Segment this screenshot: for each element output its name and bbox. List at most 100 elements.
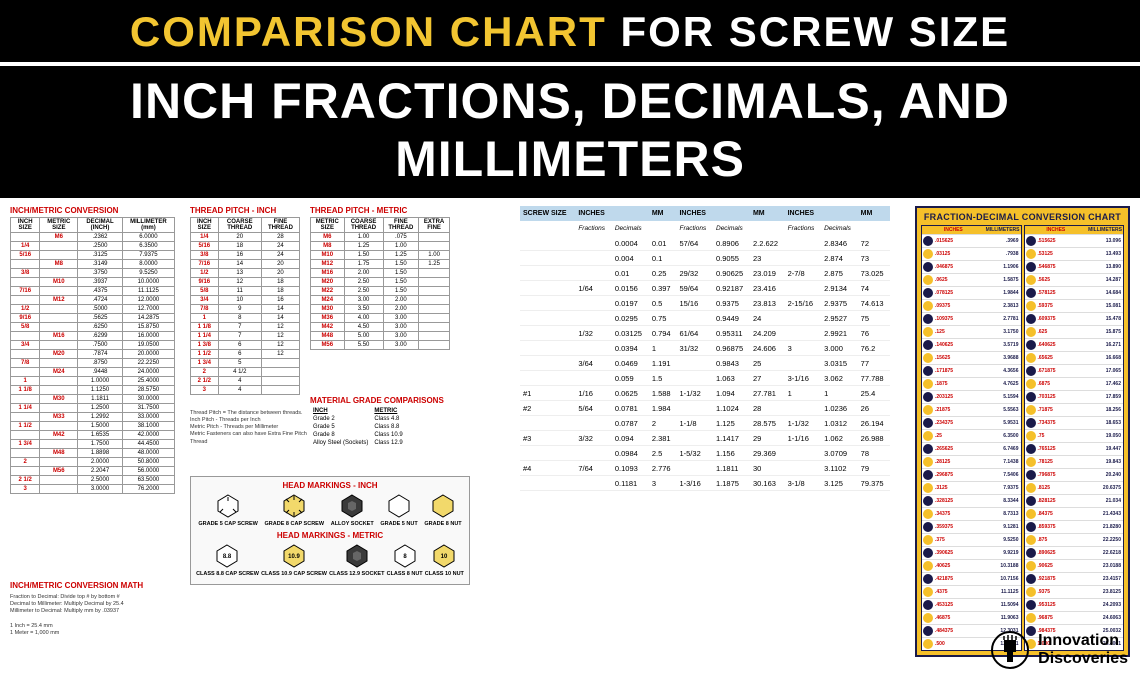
- conv-row: .87522.2250: [1025, 533, 1124, 546]
- conv-row: .4062510.3188: [922, 559, 1021, 572]
- conv-row: .937523.8125: [1025, 585, 1124, 598]
- pitch-note-text: Thread Pitch = The distance between thre…: [190, 410, 310, 446]
- fraction-icon: [1026, 535, 1036, 545]
- frac-dec-right-col: INCHESMILLIMETERS.51562513.096.5312513.4…: [1024, 225, 1125, 651]
- hm-inch-row: GRADE 5 CAP SCREWGRADE 8 CAP SCREWALLOY …: [195, 493, 465, 527]
- head-marking-item: CLASS 12.9 SOCKET: [329, 543, 384, 577]
- table-row: 5/81118: [191, 287, 300, 296]
- conv-row: .562514.287: [1025, 273, 1124, 286]
- table-row: M101.501.251.00: [311, 251, 450, 260]
- conv-row: .281257.1438: [922, 455, 1021, 468]
- table-row: 1 1/4712: [191, 332, 300, 341]
- fraction-icon: [923, 392, 933, 402]
- page-header: COMPARISON CHART FOR SCREW SIZE INCH FRA…: [0, 0, 1140, 198]
- table-row: M202.501.50: [311, 278, 450, 287]
- conv-row: .03125.7938: [922, 247, 1021, 260]
- table-row: 0.0591.51.063273-1/163.06277.788: [520, 371, 890, 386]
- table-row: M24.944824.0000: [11, 368, 175, 377]
- table-row: #11/160.06251.5881-1/321.09427.7811125.4: [520, 386, 890, 401]
- fraction-icon: [1026, 509, 1036, 519]
- fraction-icon: [1026, 561, 1036, 571]
- fraction-icon: [923, 600, 933, 610]
- title-line-1: COMPARISON CHART FOR SCREW SIZE: [0, 0, 1140, 62]
- table-row: 0.02950.750.9449242.952775: [520, 311, 890, 326]
- fraction-icon: [923, 340, 933, 350]
- conv-row: .7187518.256: [1025, 403, 1124, 416]
- table-row: M121.751.501.25: [311, 260, 450, 269]
- fraction-icon: [1026, 457, 1036, 467]
- conv-row: .437511.1125: [922, 585, 1021, 598]
- fraction-icon: [923, 496, 933, 506]
- table-row: M20.787420.0000: [11, 350, 175, 359]
- table-row: M16.629916.0000: [11, 332, 175, 341]
- inch-metric-title: INCH/METRIC CONVERSION: [10, 206, 175, 215]
- conv-row: .0781251.9844: [922, 286, 1021, 299]
- table-row: 0.118131-3/161.187530.1633-1/83.12579.37…: [520, 476, 890, 491]
- hex-icon: [339, 493, 365, 519]
- table-row: 1 1/8712: [191, 323, 300, 332]
- table-row: 1 1/2612: [191, 350, 300, 359]
- conv-row: .093752.3813: [922, 299, 1021, 312]
- fraction-icon: [923, 574, 933, 584]
- table-row: 3/81624: [191, 251, 300, 260]
- head-marking-item: GRADE 5 CAP SCREW: [198, 493, 258, 527]
- conv-row: .1718754.3656: [922, 364, 1021, 377]
- conv-row: .64062516.271: [1025, 338, 1124, 351]
- fraction-icon: [1026, 275, 1036, 285]
- title-white: FOR SCREW SIZE: [620, 8, 1010, 55]
- hm-inch-title: HEAD MARKINGS - INCH: [195, 481, 465, 490]
- conv-row: .218755.5563: [922, 403, 1021, 416]
- fraction-icon: [1026, 301, 1036, 311]
- thread-pitch-inch-table: INCH SIZECOARSE THREADFINE THREAD1/42028…: [190, 217, 300, 395]
- table-row: 3/4.750019.0500: [11, 341, 175, 350]
- head-marking-item: 10CLASS 10 NUT: [425, 543, 464, 577]
- head-marking-item: GRADE 5 NUT: [380, 493, 417, 527]
- head-marking-item: 8.8CLASS 8.8 CAP SCREW: [196, 543, 259, 577]
- table-row: M485.003.00: [311, 332, 450, 341]
- svg-text:10: 10: [441, 554, 448, 560]
- conv-row: .42187510.7156: [922, 572, 1021, 585]
- table-row: 24 1/2: [191, 368, 300, 377]
- logo-line1: Innovation: [1038, 632, 1128, 650]
- head-marking-item: 10.9CLASS 10.9 CAP SCREW: [261, 543, 327, 577]
- fraction-icon: [1026, 366, 1036, 376]
- conv-row: .2656256.7469: [922, 442, 1021, 455]
- fraction-icon: [1026, 574, 1036, 584]
- table-row: M81.251.00: [311, 242, 450, 251]
- fraction-icon: [1026, 613, 1036, 623]
- conv-row: .31257.9375: [922, 481, 1021, 494]
- fraction-icon: [1026, 496, 1036, 506]
- conv-row: .67187517.065: [1025, 364, 1124, 377]
- table-row: 3/8.37509.5250: [11, 269, 175, 278]
- conv-row: .3593759.1281: [922, 520, 1021, 533]
- table-row: 3/41016: [191, 296, 300, 305]
- conv-row: .015625.3969: [922, 234, 1021, 247]
- tp-metric-title: THREAD PITCH - METRIC: [310, 206, 450, 215]
- fraction-icon: [1026, 418, 1036, 428]
- conv-row: .70312517.859: [1025, 390, 1124, 403]
- table-row: 1/2.500012.7000: [11, 305, 175, 314]
- conv-row: .812520.6375: [1025, 481, 1124, 494]
- tp-inch-title: THREAD PITCH - INCH: [190, 206, 300, 215]
- table-row: 11.000025.4000: [11, 377, 175, 386]
- table-row: 0.09842.51-5/321.15629.3693.070978: [520, 446, 890, 461]
- head-marking-item: GRADE 8 NUT: [424, 493, 461, 527]
- conv-row: .9062523.0188: [1025, 559, 1124, 572]
- screw-size-table: SCREW SIZEINCHESMMINCHESMMINCHESMMFracti…: [520, 206, 890, 491]
- fraction-icon: [923, 522, 933, 532]
- conv-row: .156253.9688: [922, 351, 1021, 364]
- table-row: 1 3/41.750044.4500: [11, 440, 175, 449]
- table-row: Grade 2Class 4.8: [310, 415, 406, 423]
- table-row: #25/640.07811.9841.1024281.023626: [520, 401, 890, 416]
- fraction-icon: [923, 275, 933, 285]
- hex-icon: [430, 493, 456, 519]
- fraction-icon: [1026, 249, 1036, 259]
- hm-metric-title: HEAD MARKINGS - METRIC: [195, 531, 465, 540]
- table-row: 2 1/24: [191, 377, 300, 386]
- table-row: 7/8914: [191, 305, 300, 314]
- hex-icon: 10: [431, 543, 457, 569]
- conv-math-text: Fraction to Decimal: Divide top # by bot…: [10, 594, 180, 637]
- table-row: 0.010.2529/320.9062523.0192-7/82.87573.0…: [520, 266, 890, 281]
- logo-line2: Discoveries: [1038, 650, 1128, 668]
- conv-row: .2968757.5406: [922, 468, 1021, 481]
